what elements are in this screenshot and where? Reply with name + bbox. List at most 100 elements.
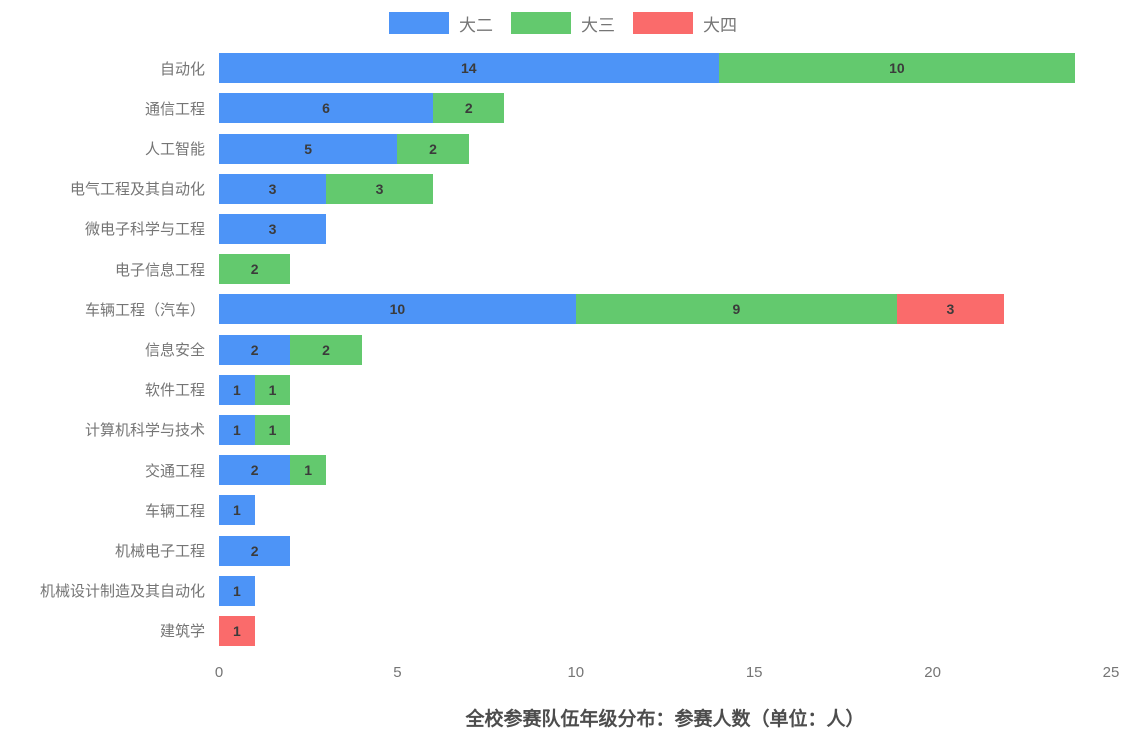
bar-value-label: 1 bbox=[232, 381, 241, 398]
bar-track: 3 bbox=[219, 213, 1111, 244]
category-label: 交通工程 bbox=[144, 462, 205, 480]
bar-segment-大二: 6 bbox=[219, 93, 434, 124]
bar-value-label: 2 bbox=[250, 341, 259, 358]
chart-row: 机械设计制造及其自动化 1 bbox=[0, 571, 1111, 611]
legend-swatch bbox=[633, 12, 693, 34]
x-axis: 0 5 10 15 20 25 bbox=[0, 664, 1126, 688]
x-tick-label: 15 bbox=[745, 664, 763, 681]
category-label: 人工智能 bbox=[144, 141, 205, 158]
category-label: 计算机科学与技术 bbox=[84, 422, 205, 440]
bar-segment-大三: 1 bbox=[254, 374, 291, 405]
bar-segment-大三: 3 bbox=[326, 173, 434, 204]
bar-value-label: 14 bbox=[460, 60, 477, 77]
bar-value-label: 9 bbox=[732, 301, 741, 318]
category-label: 电子信息工程 bbox=[114, 261, 205, 279]
x-tick-label: 5 bbox=[393, 664, 402, 681]
chart-title: 全校参赛队伍年级分布：参赛人数（单位：人） bbox=[465, 709, 865, 730]
bar-segment-大二: 1 bbox=[219, 414, 255, 445]
bar-value-label: 3 bbox=[375, 180, 384, 197]
legend: 大二 大三 大四 bbox=[0, 10, 1126, 36]
bar-segment-大三: 1 bbox=[290, 455, 327, 486]
bar-segment-大二: 10 bbox=[219, 294, 576, 325]
bar-value-label: 2 bbox=[250, 261, 259, 278]
bar-value-label: 1 bbox=[232, 622, 241, 639]
bar-value-label: 3 bbox=[268, 220, 277, 237]
chart-row: 自动化 14 10 bbox=[0, 48, 1111, 88]
bar-segment-大三: 1 bbox=[254, 414, 291, 445]
bar-value-label: 2 bbox=[250, 542, 259, 559]
bar-value-label: 5 bbox=[304, 140, 313, 157]
bar-value-label: 1 bbox=[304, 462, 313, 479]
bar-value-label: 1 bbox=[268, 421, 277, 438]
bar-segment-大二: 2 bbox=[219, 334, 291, 365]
chart-row: 人工智能 5 2 bbox=[0, 128, 1111, 168]
bar-segment-大二: 1 bbox=[219, 374, 255, 405]
legend-label: 大三 bbox=[581, 15, 615, 35]
bar-value-label: 1 bbox=[232, 582, 241, 599]
chart-row: 软件工程 1 1 bbox=[0, 370, 1111, 410]
bar-segment-大二: 1 bbox=[219, 575, 255, 606]
chart-row: 信息安全 2 2 bbox=[0, 329, 1111, 369]
chart-row: 微电子科学与工程 3 bbox=[0, 209, 1111, 249]
chart-row: 机械电子工程 2 bbox=[0, 530, 1111, 570]
bar-segment-大二: 14 bbox=[219, 53, 719, 84]
legend-swatch bbox=[511, 12, 571, 34]
bar-track: 10 9 3 bbox=[219, 294, 1111, 325]
category-label: 机械电子工程 bbox=[114, 543, 205, 561]
chart-row: 电子信息工程 2 bbox=[0, 249, 1111, 289]
x-tick-label: 20 bbox=[924, 664, 941, 681]
chart-row: 车辆工程 1 bbox=[0, 490, 1111, 530]
bar-segment-大二: 3 bbox=[219, 213, 327, 244]
legend-item: 大三 bbox=[511, 11, 615, 36]
bar-value-label: 1 bbox=[232, 421, 241, 438]
bar-segment-大二: 5 bbox=[219, 133, 398, 164]
category-label: 微电子科学与工程 bbox=[84, 221, 205, 239]
legend-swatch bbox=[389, 12, 449, 34]
bar-value-label: 10 bbox=[889, 60, 905, 77]
category-label: 通信工程 bbox=[144, 100, 205, 118]
x-tick-label: 10 bbox=[567, 664, 585, 681]
chart-row: 计算机科学与技术 1 1 bbox=[0, 410, 1111, 450]
legend-item: 大四 bbox=[633, 11, 737, 36]
x-tick-label: 0 bbox=[214, 664, 224, 681]
bar-track: 1 bbox=[219, 495, 1111, 526]
chart-row: 交通工程 2 1 bbox=[0, 450, 1111, 490]
bar-value-label: 2 bbox=[464, 100, 473, 117]
bar-segment-大二: 2 bbox=[219, 455, 291, 486]
bar-value-label: 2 bbox=[250, 462, 259, 479]
bar-value-label: 10 bbox=[389, 301, 406, 318]
bar-segment-大二: 2 bbox=[219, 535, 291, 566]
category-label: 建筑学 bbox=[159, 623, 205, 641]
bar-track: 1 bbox=[219, 575, 1111, 606]
bar-track: 2 bbox=[219, 254, 1111, 285]
x-tick-label: 25 bbox=[1102, 664, 1120, 681]
bar-value-label: 2 bbox=[429, 140, 437, 157]
chart-row: 建筑学 1 bbox=[0, 611, 1111, 651]
bar-value-label: 3 bbox=[946, 301, 955, 318]
category-label: 软件工程 bbox=[144, 382, 205, 400]
plot-area: 自动化 14 10 通信工程 6 2 人工智能 5 2 电气工程及其自动化 3 3 微电子科学与工程 3 电… bbox=[0, 48, 1111, 651]
bar-segment-大三: 2 bbox=[433, 93, 505, 124]
bar-value-label: 3 bbox=[268, 180, 277, 197]
category-label: 电气工程及其自动化 bbox=[69, 181, 205, 199]
chart-row: 电气工程及其自动化 3 3 bbox=[0, 169, 1111, 209]
bar-segment-大四: 3 bbox=[896, 294, 1004, 325]
bar-segment-大二: 1 bbox=[219, 495, 255, 526]
bar-segment-大三: 2 bbox=[397, 133, 469, 164]
bar-value-label: 2 bbox=[322, 341, 330, 358]
bar-track: 14 10 bbox=[219, 53, 1111, 84]
chart-row: 车辆工程（汽车） 10 9 3 bbox=[0, 289, 1111, 329]
bar-value-label: 6 bbox=[322, 100, 330, 117]
bar-segment-大三: 2 bbox=[219, 254, 291, 285]
legend-label: 大二 bbox=[459, 15, 493, 35]
legend-item: 大二 bbox=[389, 11, 493, 36]
bar-segment-大三: 2 bbox=[290, 334, 362, 365]
